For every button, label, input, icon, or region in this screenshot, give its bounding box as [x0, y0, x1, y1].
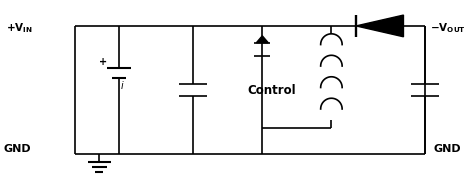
Polygon shape — [256, 36, 268, 43]
Polygon shape — [356, 15, 403, 37]
Text: +: + — [99, 58, 108, 67]
Text: $\mathbf{+V_{IN}}$: $\mathbf{+V_{IN}}$ — [6, 21, 33, 35]
Text: Control: Control — [248, 84, 296, 97]
Text: i: i — [121, 81, 124, 91]
Text: $\mathbf{-V_{OUT}}$: $\mathbf{-V_{OUT}}$ — [430, 21, 466, 35]
Text: GND: GND — [433, 144, 461, 154]
Text: GND: GND — [4, 144, 31, 154]
